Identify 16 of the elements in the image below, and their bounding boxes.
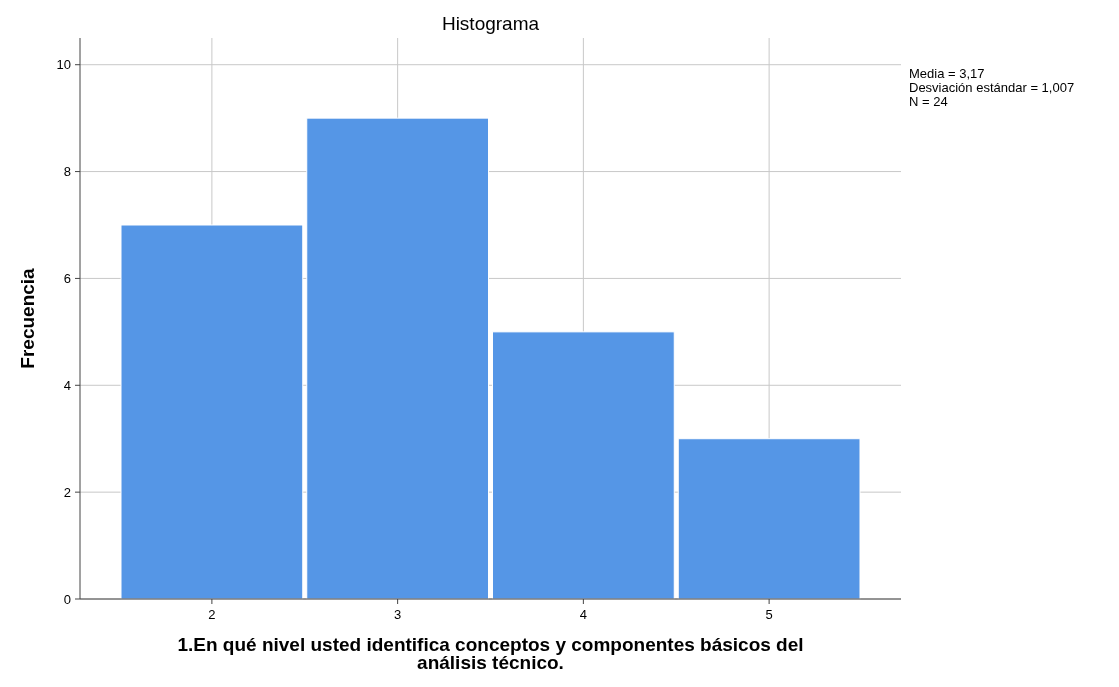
x-tick-label: 5 [765, 607, 773, 622]
x-tick-label: 4 [579, 607, 587, 622]
x-axis-title: 1.En qué nivel usted identifica conceptos y componentes básicos del análisis técnico. [177, 634, 804, 673]
y-tick-label: 6 [63, 270, 71, 286]
text: Media = 3,17 [909, 66, 985, 81]
x-tick-label: 2 [208, 607, 216, 622]
y-tick-label: 4 [63, 377, 71, 393]
chart-title: Histograma [441, 13, 540, 34]
y-tick-label: 0 [63, 591, 71, 607]
y-tick-label: 10 [56, 57, 71, 73]
y-tick-label: 2 [63, 484, 71, 500]
y-axis-title: Frecuencia [17, 267, 38, 369]
text: Desviación estándar = 1,007 [909, 80, 1075, 95]
text: N = 24 [909, 94, 948, 109]
x-tick-label: 3 [394, 607, 402, 622]
y-tick-label: 8 [63, 164, 71, 180]
